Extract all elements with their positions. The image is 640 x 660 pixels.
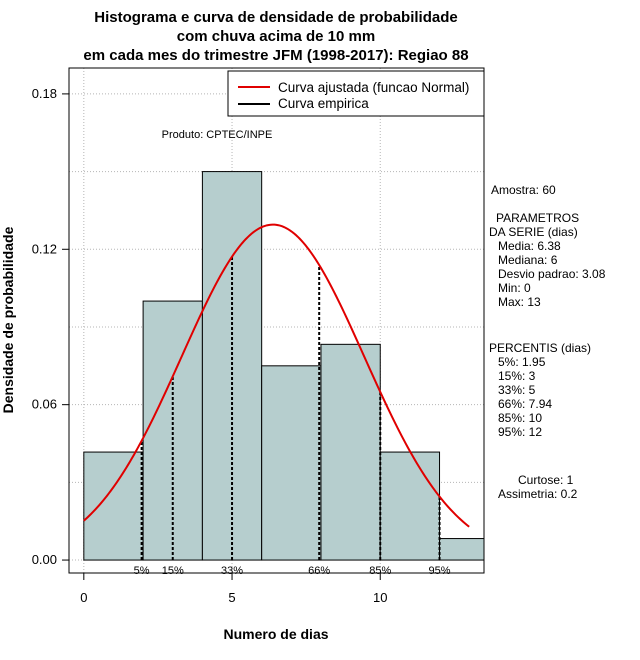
stat-sample: Amostra: 60 [491,183,556,197]
stat-mean: Media: 6.38 [498,239,561,253]
y-tick-label: 0.18 [32,86,57,101]
stat-p66: 66%: 7.94 [498,397,552,411]
x-tick-label: 0 [80,590,87,605]
normal-curve [83,223,470,528]
percentile-label: 66% [308,565,330,577]
histogram-bar [142,300,203,561]
histogram-bar [439,538,485,561]
normal-curve-group [83,223,470,528]
x-tick-label: 10 [373,590,387,605]
percentile-label: 85% [369,565,391,577]
stat-params-heading: PARAMETROS [496,211,579,225]
stat-min: Min: 0 [498,281,531,295]
legend: Curva ajustada (funcao Normal) Curva emp… [227,70,485,117]
percentile-label: 5% [134,565,150,577]
histogram-bar [320,343,381,561]
histogram-bar [261,365,322,561]
stat-kurtosis: Curtose: 1 [518,473,574,487]
stat-skewness: Assimetria: 0.2 [498,487,578,501]
y-axis: 0.00 0.06 0.12 0.18 [32,86,70,567]
y-tick-label: 0.12 [32,241,57,256]
histogram-bar [201,171,263,561]
percentile-lines [140,256,441,561]
percentile-label: 95% [429,565,451,577]
chart-title-line-3: em cada mes do trimestre JFM (1998-2017)… [83,47,468,64]
legend-box [227,70,485,117]
stat-p85: 85%: 10 [498,411,542,425]
legend-label-normal: Curva ajustada (funcao Normal) [278,80,469,95]
stat-p33: 33%: 5 [498,383,536,397]
stat-percentis-heading: PERCENTIS (dias) [489,341,591,355]
stat-sd: Desvio padrao: 3.08 [498,267,606,281]
x-axis: 0 5 10 [80,572,387,605]
x-axis-label: Numero de dias [223,626,328,642]
legend-label-empirical: Curva empirica [278,96,369,111]
stat-max: Max: 13 [498,295,541,309]
stat-median: Mediana: 6 [498,253,558,267]
stat-p95: 95%: 12 [498,425,542,439]
histogram-bars [83,171,485,561]
chart-title-line-1: Histograma e curva de densidade de proba… [94,9,457,26]
stat-p15: 15%: 3 [498,369,536,383]
percentile-labels: 5% 15% 33% 66% 85% 95% [134,565,451,577]
stat-params-subheading: DA SERIE (dias) [489,225,578,239]
y-axis-label: Densidade de probabilidade [0,226,16,413]
chart-title-line-2: com chuva acima de 10 mm [177,28,375,45]
y-tick-label: 0.00 [32,552,57,567]
y-tick-label: 0.06 [32,397,57,412]
product-annotation: Produto: CPTEC/INPE [162,129,273,141]
percentile-label: 15% [162,565,184,577]
stat-p5: 5%: 1.95 [498,355,546,369]
histogram-bar [83,451,144,561]
histogram-bar [379,451,441,561]
percentile-label: 33% [221,565,243,577]
statistics-panel: Amostra: 60 PARAMETROS DA SERIE (dias) M… [489,183,606,501]
x-tick-label: 5 [228,590,235,605]
